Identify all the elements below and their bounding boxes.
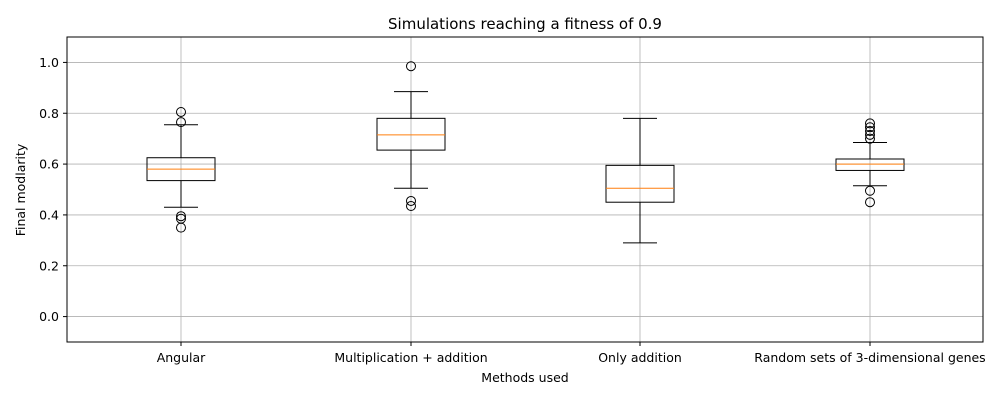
outlier-point (176, 117, 186, 128)
y-axis-label: Final modlarity (13, 143, 28, 236)
y-tick-label: 0.6 (39, 157, 59, 172)
y-tick-label: 0.8 (39, 106, 59, 121)
outlier-point (865, 126, 875, 137)
outlier-point (406, 195, 416, 206)
y-tick-label: 0.2 (39, 258, 59, 273)
chart-title: Simulations reaching a fitness of 0.9 (388, 15, 662, 33)
y-tick-label: 0.0 (39, 309, 59, 324)
outlier-point (406, 201, 416, 212)
x-tick-label: Random sets of 3-dimensional genes (754, 350, 985, 365)
x-tick-label: Only addition (598, 350, 682, 365)
box-group (605, 117, 675, 244)
iqr-box (835, 158, 905, 171)
box-group (146, 106, 216, 233)
outlier-point (865, 118, 875, 129)
outlier-point (406, 61, 416, 72)
box-series (146, 61, 905, 244)
y-tick-label: 1.0 (39, 55, 59, 70)
x-axis-label: Methods used (481, 370, 568, 385)
x-tick-label: Multiplication + addition (334, 350, 487, 365)
grid-lines (67, 37, 983, 342)
plot-frame (66, 36, 984, 343)
outlier-point (865, 133, 875, 144)
outlier-point (865, 122, 875, 133)
outlier-point (176, 222, 186, 233)
iqr-box (376, 117, 446, 151)
x-tick-label: Angular (157, 350, 206, 365)
box-group (835, 118, 905, 208)
outlier-point (865, 185, 875, 196)
outlier-point (176, 106, 186, 117)
outlier-point (865, 197, 875, 208)
y-tick-label: 0.4 (39, 207, 59, 222)
iqr-box (605, 164, 675, 203)
outlier-point (865, 129, 875, 140)
axis-ticks: 0.0 0.2 0.4 0.6 0.8 1.0 Angular Multiplication … (39, 55, 986, 365)
box-group (376, 61, 446, 212)
outlier-point (176, 211, 186, 222)
